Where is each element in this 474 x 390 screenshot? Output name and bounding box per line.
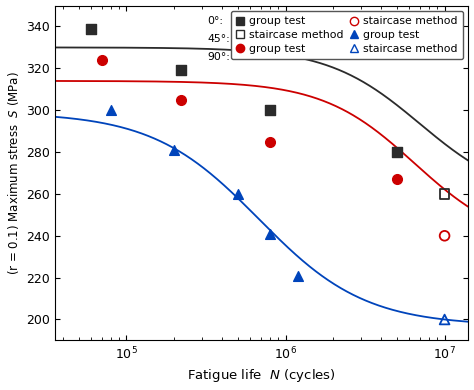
Point <box>171 147 178 153</box>
Point <box>266 230 274 237</box>
Point <box>294 273 302 279</box>
Point <box>234 191 241 197</box>
Point <box>441 191 448 197</box>
Point <box>441 233 448 239</box>
Point <box>266 138 274 145</box>
Y-axis label: (r = 0.1) Maximum stress  $S$ (MPa): (r = 0.1) Maximum stress $S$ (MPa) <box>6 71 20 275</box>
Text: 0°:: 0°: <box>208 16 224 26</box>
Point <box>393 176 401 183</box>
Point <box>266 107 274 113</box>
Point <box>177 67 185 74</box>
Point <box>107 107 115 113</box>
Text: 90°:: 90°: <box>208 51 230 62</box>
Text: 45°:: 45°: <box>208 34 230 44</box>
Point <box>441 316 448 323</box>
X-axis label: Fatigue life  $N$ (cycles): Fatigue life $N$ (cycles) <box>187 367 336 385</box>
Point <box>393 149 401 155</box>
Point <box>98 57 106 63</box>
Legend: group test, staircase method, group test, staircase method, group test, staircas: group test, staircase method, group test… <box>231 11 463 59</box>
Point <box>177 97 185 103</box>
Point <box>87 25 95 32</box>
